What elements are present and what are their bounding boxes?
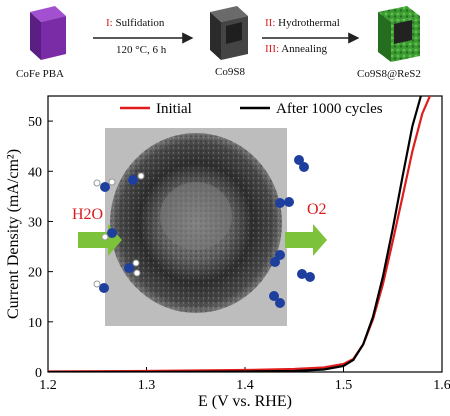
molecules: [93, 155, 315, 308]
label-step1-conditions: 120 °C, 6 h: [116, 44, 167, 56]
label-step2: II: Hydrothermal: [265, 17, 340, 29]
step1-text: Sulfidation: [115, 17, 165, 29]
step3-text: Annealing: [281, 43, 328, 55]
y-tick-label: 40: [28, 165, 42, 180]
label-co9s8-res2: Co9S8@ReS2: [357, 68, 421, 80]
co9s8-cube: [210, 6, 248, 60]
cofe-pba-cube: [30, 6, 66, 60]
step1-colon: :: [109, 17, 113, 29]
axis-ticks: 1.2 1.3 1.4 1.5 1.6 0 10 20 30 40 50: [28, 115, 450, 393]
co9s8-text: Co9S8: [215, 66, 245, 78]
synthesis-schematic: [30, 6, 420, 62]
y-tick-label: 30: [28, 215, 42, 230]
step2-text: Hydrothermal: [278, 17, 340, 29]
y-tick-label: 50: [28, 115, 42, 130]
label-step1: I: Sulfidation: [106, 17, 164, 29]
legend-label: Initial: [156, 101, 192, 117]
step3-numeral: III: [265, 43, 276, 55]
inset-label-o2: O2: [307, 201, 327, 218]
x-tick-label: 1.4: [236, 378, 254, 393]
polarization-chart: H2O O2 1.2 1.3 1.4 1.5 1.6 0 10 20 30 40 50 Initia…: [5, 95, 450, 410]
x-tick-label: 1.2: [39, 378, 57, 393]
tem-inset: [105, 128, 287, 326]
legend-label: After 1000 cycles: [276, 101, 383, 117]
label-co9s8: Co9S8: [215, 66, 245, 78]
step2-colon: :: [272, 17, 276, 29]
series-line-after-1000-cycles: [48, 96, 423, 372]
step3-colon: :: [276, 43, 280, 55]
x-tick-label: 1.3: [138, 378, 156, 393]
co9s8-res2-text: Co9S8@ReS2: [357, 68, 421, 80]
step1-numeral: I: [106, 17, 110, 29]
inset-label-h2o: H2O: [72, 206, 103, 223]
label-cofe-pba: CoFe PBA: [16, 68, 64, 80]
legend: Initial After 1000 cycles: [120, 101, 383, 117]
data-series: [48, 96, 432, 372]
y-tick-label: 20: [28, 266, 42, 281]
label-step3: III: Annealing: [265, 43, 327, 55]
x-axis-label: E (V vs. RHE): [198, 393, 292, 410]
y-tick-label: 10: [28, 316, 42, 331]
x-tick-label: 1.5: [335, 378, 353, 393]
y-axis-label: Current Density (mA/cm²): [5, 149, 22, 319]
co9s8-res2-cube: [378, 6, 420, 62]
y-tick-label: 0: [35, 366, 42, 381]
step2-numeral: II: [265, 17, 273, 29]
right-green-arrow: [285, 224, 327, 256]
x-tick-label: 1.6: [433, 378, 450, 393]
